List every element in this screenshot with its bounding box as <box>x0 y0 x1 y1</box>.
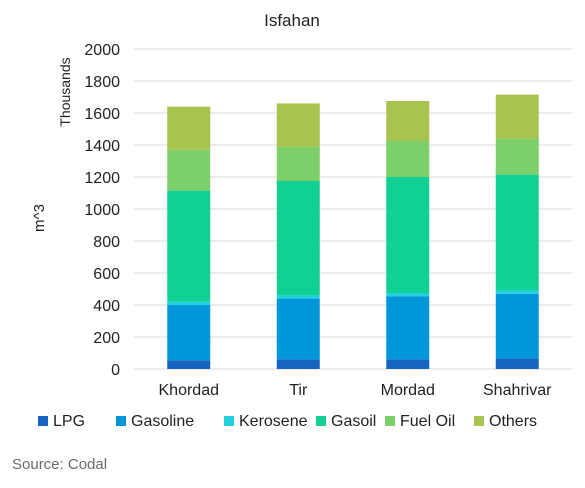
bar-segment <box>167 190 211 302</box>
x-tick-label: Shahrivar <box>483 382 552 399</box>
bar-segment <box>495 174 539 291</box>
bar-segment <box>276 359 320 369</box>
y-tick-label: 0 <box>111 362 120 379</box>
y-axis-unit-label: Thousands <box>57 57 73 126</box>
stacked-bar-chart: Isfahan 0 200 400 600 800 1000 1200 1400 1600 1800… <box>31 11 572 430</box>
y-tick-label: 1000 <box>84 202 120 219</box>
y-tick-label: 1200 <box>84 170 120 187</box>
legend-swatch <box>224 416 234 426</box>
x-tick-label: Khordad <box>159 382 220 399</box>
bar-segment <box>495 293 539 359</box>
bar-segment <box>167 149 211 191</box>
x-tick-label: Mordad <box>381 382 435 399</box>
bar-segment <box>167 360 211 369</box>
y-tick-label: 1800 <box>84 74 120 91</box>
bar-segment <box>495 290 539 294</box>
y-tick-label: 400 <box>93 298 120 315</box>
legend-label: Others <box>489 413 537 430</box>
legend-label: Gasoil <box>331 413 376 430</box>
bar-segment <box>386 359 430 369</box>
bar-segment <box>276 181 320 296</box>
bar-segment <box>276 298 320 360</box>
bar-segment <box>276 103 320 147</box>
bar-segment <box>386 141 430 177</box>
y-tick-label: 1600 <box>84 106 120 123</box>
y-tick-label: 600 <box>93 266 120 283</box>
source-note: Source: Codal <box>12 456 108 473</box>
chart-title: Isfahan <box>264 11 320 30</box>
bar-segment <box>495 358 539 369</box>
bar-segment <box>276 295 320 299</box>
legend-swatch <box>474 416 484 426</box>
legend-label: Kerosene <box>239 413 308 430</box>
x-tick-label: Tir <box>289 382 308 399</box>
legend-swatch <box>116 416 126 426</box>
bar-segment <box>386 177 430 293</box>
bar-segment <box>167 106 211 150</box>
y-tick-label: 2000 <box>84 42 120 59</box>
legend-label: Fuel Oil <box>400 413 455 430</box>
bar-segment <box>495 94 539 139</box>
bar-segment <box>276 146 320 181</box>
legend-swatch <box>38 416 48 426</box>
y-tick-label: 200 <box>93 330 120 347</box>
legend-label: Gasoline <box>131 413 194 430</box>
y-axis-label: m^3 <box>31 204 48 232</box>
bar-segment <box>495 138 539 175</box>
legend-swatch <box>316 416 326 426</box>
y-tick-label: 800 <box>93 234 120 251</box>
legend-swatch <box>385 416 395 426</box>
bar-segment <box>167 305 211 361</box>
y-tick-label: 1400 <box>84 138 120 155</box>
bar-segment <box>167 301 211 305</box>
bar-segment <box>386 296 430 360</box>
legend-label: LPG <box>53 413 85 430</box>
bar-segment <box>386 293 430 297</box>
bar-segment <box>386 101 430 141</box>
